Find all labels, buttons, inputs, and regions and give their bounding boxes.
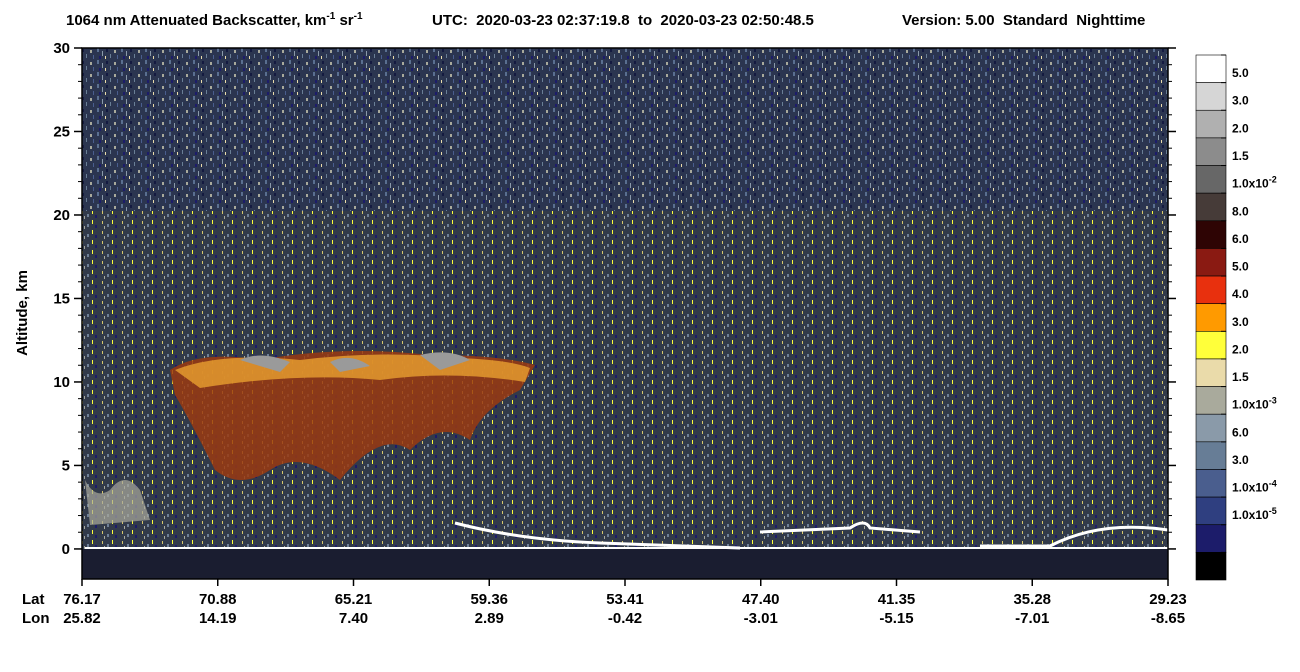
colorbar-label: 1.0x10-5 [1232,506,1277,522]
colorbar-cell [1195,496,1227,526]
colorbar-cell [1195,303,1227,332]
colorbar-cell [1195,386,1227,415]
y-tick-label: 20 [53,207,70,224]
colorbar-label: 6.0 [1232,232,1249,246]
cloud [170,351,535,480]
colorbar-cell [1195,524,1227,553]
x-row-label: Lat [22,591,45,608]
y-tick-label: 25 [53,123,70,140]
x-row-label: Lon [22,610,50,627]
title: 1064 nm Attenuated Backscatter, km-1 sr-… [66,11,1145,29]
lat-label: 35.28 [1013,591,1051,608]
colorbar-label-base: 1.0x10 [1232,508,1269,522]
colorbar-label: 5.0 [1232,66,1249,80]
colorbar-cell [1195,82,1227,111]
lat-label: 70.88 [199,591,237,608]
y-tick-label: 10 [53,374,70,391]
colorbar-cell [1195,552,1227,581]
colorbar: 5.03.02.01.51.0x10-28.06.05.04.03.02.01.… [1195,54,1277,581]
colorbar-cell [1195,331,1227,360]
colorbar-label-base: 1.0x10 [1232,177,1269,191]
title-mid: sr [335,12,354,29]
colorbar-label: 2.0 [1232,121,1249,135]
colorbar-cell [1195,413,1227,443]
colorbar-cell [1195,275,1227,304]
lat-label: 59.36 [470,591,508,608]
lon-label: -3.01 [744,610,778,627]
colorbar-label: 1.0x10-2 [1232,175,1277,191]
lon-label: 7.40 [339,610,368,627]
lon-label: -7.01 [1015,610,1049,627]
y-tick-label: 0 [62,541,70,558]
lon-label: -0.42 [608,610,642,627]
low-cloud [454,521,1169,550]
axes: 0 5 10 15 20 25 30 Lat Lon 76.17 25.82 70.88 14.19 65… [22,40,1187,627]
title-main: 1064 nm Attenuated Backscatter, km [66,12,326,29]
colorbar-label-base: 1.0x10 [1232,481,1269,495]
lat-label: 47.40 [742,591,780,608]
colorbar-cell [1195,54,1227,83]
lat-label: 76.17 [63,591,101,608]
cloud-core [240,352,470,372]
colorbar-label-exp: -3 [1269,396,1277,406]
lon-label: 2.89 [475,610,504,627]
lat-label: 53.41 [606,591,644,608]
lon-label: 14.19 [199,610,237,627]
surface-band [82,549,1168,579]
colorbar-label: 3.0 [1232,94,1249,108]
colorbar-label: 1.0x10-3 [1232,396,1277,412]
y-tick-label: 5 [62,457,70,474]
colorbar-cell [1195,248,1227,277]
y-axis-label: Altitude, km [14,270,31,356]
colorbar-label-exp: -4 [1269,479,1277,489]
colorbar-label: 6.0 [1232,425,1249,439]
colorbar-cell [1195,165,1227,194]
title-sup: -1 [326,11,335,22]
colorbar-label: 1.0x10-4 [1232,479,1277,495]
lon-label: 25.82 [63,610,101,627]
upper-noise [82,48,1168,211]
plot-area [81,47,1169,580]
colorbar-label: 4.0 [1232,287,1249,301]
title-version: Version: 5.00 Standard Nighttime [902,12,1145,29]
title-time: UTC: 2020-03-23 02:37:19.8 to 2020-03-23… [432,12,814,29]
lon-label: -5.15 [879,610,913,627]
colorbar-cell [1195,192,1227,222]
colorbar-label: 5.0 [1232,260,1249,274]
lat-label: 29.23 [1149,591,1187,608]
colorbar-label: 1.5 [1232,149,1249,163]
y-tick-label: 30 [53,40,70,57]
lat-label: 41.35 [878,591,916,608]
colorbar-label: 2.0 [1232,342,1249,356]
low-cloud [85,480,150,525]
colorbar-cell [1195,441,1227,470]
colorbar-label: 3.0 [1232,453,1249,467]
colorbar-cell [1195,469,1227,498]
colorbar-cell [1195,109,1227,139]
y-tick-label: 15 [53,290,70,307]
colorbar-label: 3.0 [1232,315,1249,329]
colorbar-label-exp: -2 [1269,175,1277,185]
colorbar-cell [1195,137,1227,166]
svg-text:1064 nm Attenuated Backscatter: 1064 nm Attenuated Backscatter, km-1 sr-… [66,11,363,29]
colorbar-label: 1.5 [1232,370,1249,384]
colorbar-label-base: 1.0x10 [1232,398,1269,412]
lon-label: -8.65 [1151,610,1185,627]
colorbar-label-exp: -5 [1269,506,1277,516]
colorbar-label: 8.0 [1232,204,1249,218]
colorbar-cell [1195,220,1227,249]
colorbar-cell [1195,358,1227,387]
title-sup: -1 [354,11,363,22]
lat-label: 65.21 [335,591,373,608]
